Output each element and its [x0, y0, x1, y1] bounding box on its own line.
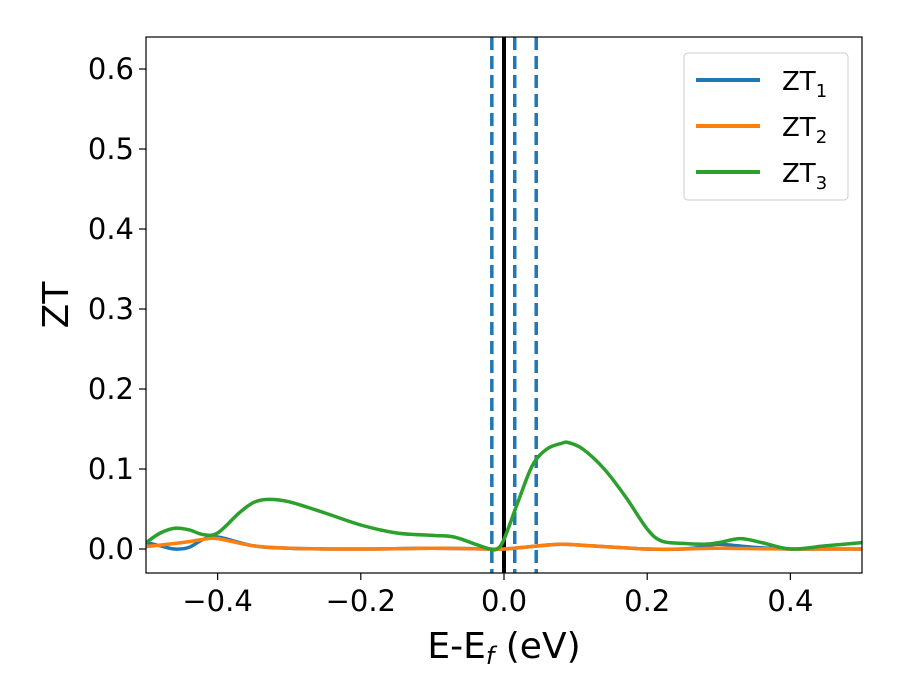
x-tick-label: 0.4: [767, 584, 813, 618]
legend: ZT1 ZT2 ZT3: [683, 52, 849, 201]
y-tick-label: 0.4: [88, 212, 134, 246]
x-tick-label: 0.0: [481, 584, 527, 618]
legend-frame: [683, 52, 849, 201]
x-axis-ticks: −0.4 −0.2 0.0 0.2 0.4: [182, 573, 813, 618]
y-axis-ticks: 0.0 0.1 0.2 0.3 0.4 0.5 0.6: [88, 52, 146, 566]
y-tick-label: 0.3: [88, 292, 134, 326]
y-axis-label: ZT: [36, 281, 77, 329]
y-tick-label: 0.2: [88, 372, 134, 406]
y-tick-label: 0.0: [88, 532, 134, 566]
series-lines: [146, 440, 862, 552]
reference-lines: [490, 37, 538, 573]
legend-label-1: ZT1: [782, 67, 827, 102]
x-axis-label: E-Ef (eV): [427, 626, 580, 670]
x-tick-label: 0.2: [624, 584, 670, 618]
series-line-3: [146, 440, 862, 552]
legend-label-3: ZT3: [782, 159, 827, 194]
y-tick-label: 0.5: [88, 132, 134, 166]
y-tick-label: 0.1: [88, 452, 134, 486]
x-tick-label: −0.2: [326, 584, 396, 618]
x-tick-label: −0.4: [182, 584, 252, 618]
legend-label-2: ZT2: [782, 113, 827, 148]
y-tick-label: 0.6: [88, 52, 134, 86]
